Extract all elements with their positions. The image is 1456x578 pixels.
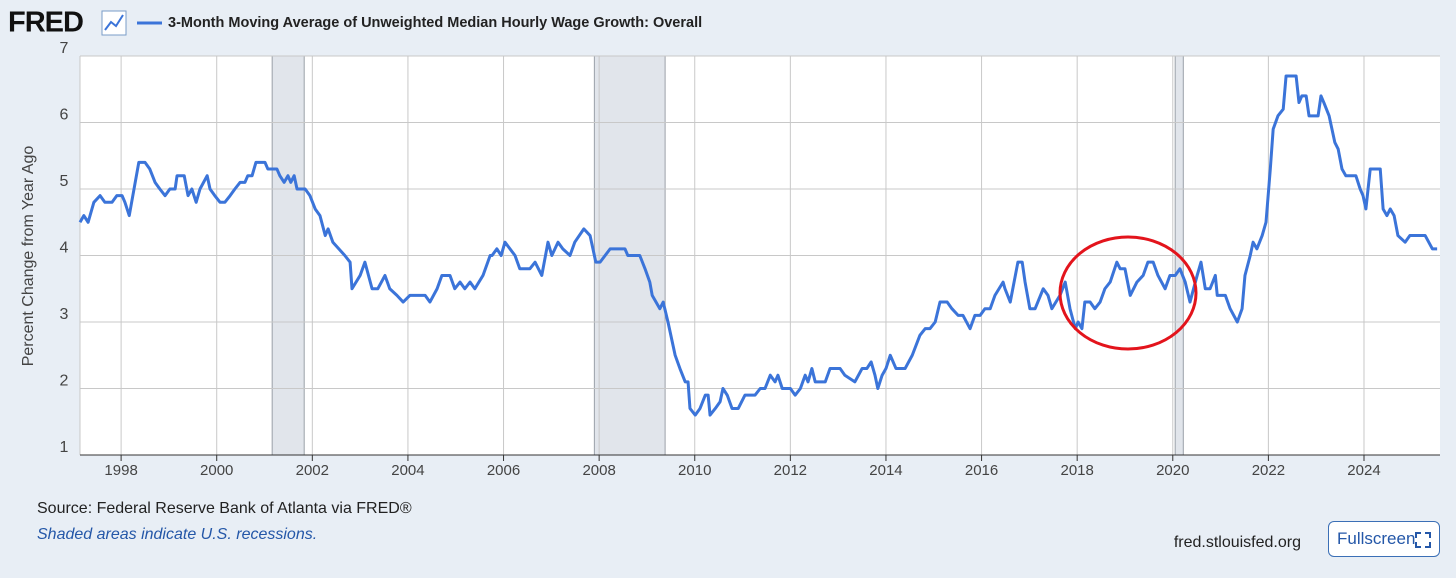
site-url: fred.stlouisfed.org	[1174, 534, 1301, 551]
x-tick-label: 1998	[104, 462, 137, 479]
y-axis-label: Percent Change from Year Ago	[20, 146, 37, 367]
y-tick-label: 1	[60, 439, 69, 456]
x-tick-label: 2018	[1060, 462, 1093, 479]
x-tick-label: 2022	[1252, 462, 1285, 479]
x-tick-label: 2020	[1156, 462, 1189, 479]
x-tick-label: 2000	[200, 462, 233, 479]
recession-note: Shaded areas indicate U.S. recessions.	[37, 526, 317, 543]
x-tick-label: 2002	[296, 462, 329, 479]
x-tick-label: 2006	[487, 462, 520, 479]
legend-label: 3-Month Moving Average of Unweighted Med…	[168, 15, 702, 31]
source: Source: Federal Reserve Bank of Atlanta …	[37, 500, 412, 517]
fullscreen-icon[interactable]	[1415, 532, 1431, 548]
data-line	[78, 74, 1438, 417]
highlight-circle	[1058, 235, 1198, 351]
x-tick-label: 2008	[582, 462, 615, 479]
x-tick-label: 2012	[774, 462, 807, 479]
fullscreen-button[interactable]: Fullscreen	[1328, 521, 1440, 557]
logo: FRED	[8, 7, 83, 39]
y-tick-label: 2	[60, 373, 69, 390]
x-tick-label: 2024	[1347, 462, 1380, 479]
x-tick-label: 2010	[678, 462, 711, 479]
y-tick-label: 5	[60, 173, 69, 190]
y-tick-label: 6	[60, 107, 69, 124]
x-tick-label: 2014	[869, 462, 902, 479]
y-tick-label: 4	[60, 240, 69, 257]
x-tick-label: 2004	[391, 462, 424, 479]
y-tick-label: 7	[60, 40, 69, 57]
logo-icon	[101, 10, 127, 36]
x-tick-label: 2016	[965, 462, 998, 479]
y-tick-label: 3	[60, 306, 69, 323]
fullscreen-label[interactable]: Fullscreen	[1337, 529, 1416, 548]
